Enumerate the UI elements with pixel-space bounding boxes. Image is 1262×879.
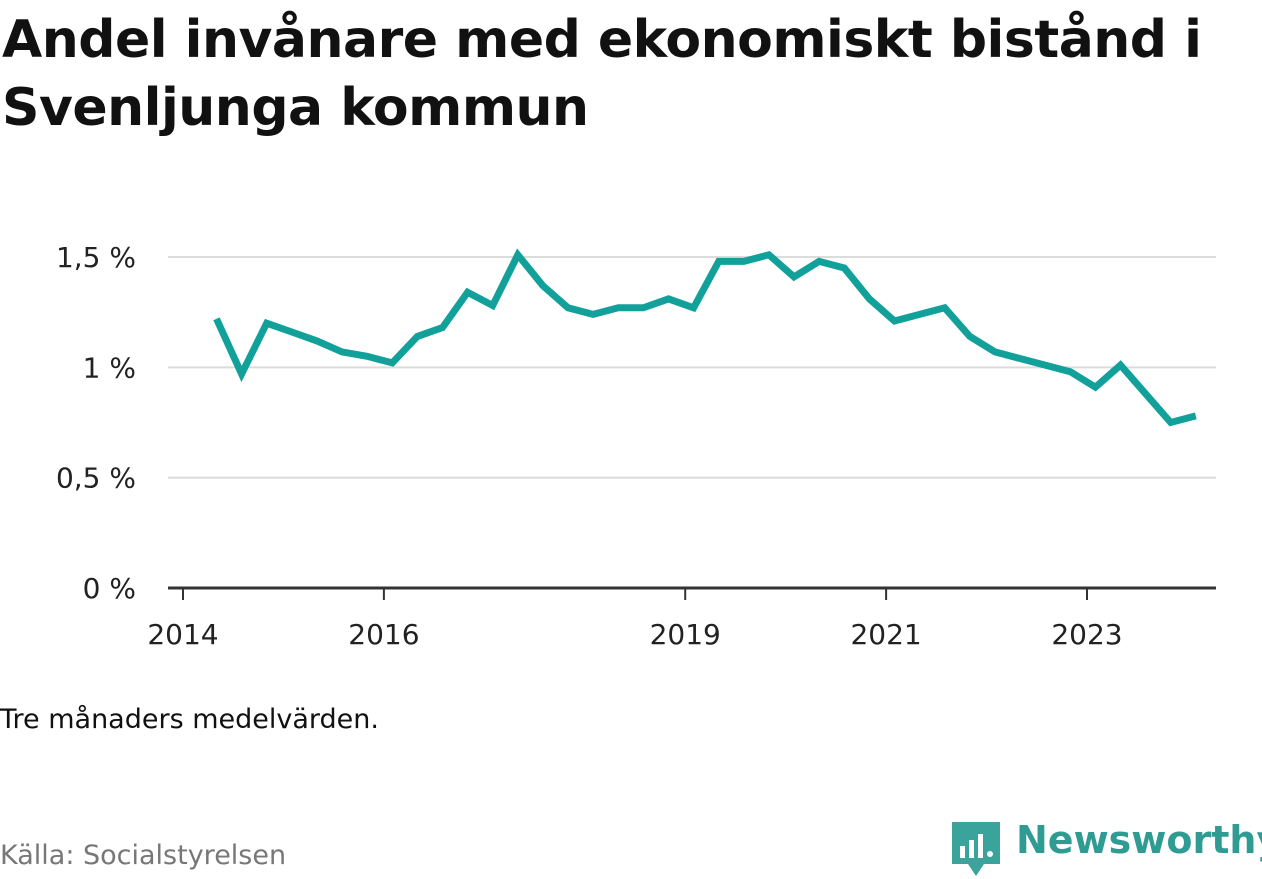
data-point (866, 295, 873, 302)
data-point (1142, 390, 1149, 397)
y-tick-label: 0 % (83, 572, 136, 605)
chart-note: Tre månaders medelvärden. (0, 704, 379, 735)
data-point (966, 333, 973, 340)
data-point (263, 320, 270, 327)
data-point (791, 273, 798, 280)
data-point (891, 317, 898, 324)
data-point (1017, 355, 1024, 362)
data-point (489, 302, 496, 309)
data-point (715, 258, 722, 265)
data-point (213, 315, 220, 322)
x-tick-label: 2021 (850, 618, 921, 651)
data-point (288, 329, 295, 336)
x-axis-labels: 2014 2016 2019 2021 2023 (147, 618, 1122, 651)
data-point (439, 324, 446, 331)
data-point (841, 265, 848, 272)
brand-logo[interactable]: Newsworthy (950, 818, 1262, 878)
data-point (665, 295, 672, 302)
data-point (339, 348, 346, 355)
data-point (1192, 412, 1199, 419)
data-point (389, 359, 396, 366)
data-point (414, 333, 421, 340)
brand-name: Newsworthy (1016, 818, 1262, 862)
line-chart: 0 % 0,5 % 1 % 1,5 % 2014 2016 2019 2021 2023 (56, 241, 1216, 651)
data-point (238, 370, 245, 377)
data-point (539, 282, 546, 289)
data-point (364, 353, 371, 360)
data-point (941, 304, 948, 311)
data-point (640, 304, 647, 311)
data-point (765, 251, 772, 258)
x-axis (168, 586, 1216, 600)
data-point (816, 258, 823, 265)
x-tick-label: 2019 (650, 618, 721, 651)
data-point (514, 251, 521, 258)
data-point (464, 289, 471, 296)
data-point (690, 304, 697, 311)
data-point (1092, 384, 1099, 391)
data-point (740, 258, 747, 265)
data-point (991, 348, 998, 355)
x-tick-label: 2023 (1051, 618, 1122, 651)
x-tick-label: 2014 (147, 618, 218, 651)
x-tick-label: 2016 (348, 618, 419, 651)
data-point (615, 304, 622, 311)
data-point (565, 304, 572, 311)
data-point (590, 311, 597, 318)
data-point (1067, 368, 1074, 375)
source-text: Källa: Socialstyrelsen (0, 840, 287, 871)
series-line (213, 248, 1197, 427)
data-point (1117, 362, 1124, 369)
y-axis-labels: 0 % 0,5 % 1 % 1,5 % (56, 241, 136, 605)
data-point (313, 337, 320, 344)
newsworthy-logo-icon (952, 822, 1000, 876)
y-tick-label: 1,5 % (56, 241, 136, 274)
data-point (916, 311, 923, 318)
y-tick-label: 0,5 % (56, 462, 136, 495)
chart-title: Andel invånare med ekonomiskt bistånd i … (2, 10, 1202, 138)
series-layer (213, 248, 1199, 427)
data-point (1167, 419, 1174, 426)
y-tick-label: 1 % (83, 351, 136, 384)
data-point (1042, 362, 1049, 369)
